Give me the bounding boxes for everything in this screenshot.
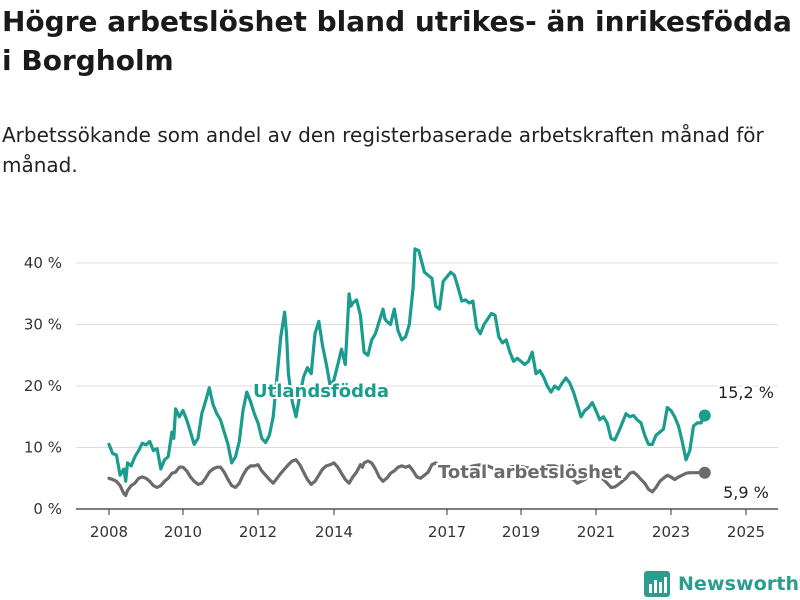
newsworthy-logo-icon	[644, 571, 670, 597]
grid-lines	[76, 262, 778, 510]
x-tick-label: 2021	[577, 523, 615, 541]
x-tick-label: 2014	[315, 523, 353, 541]
series-line-utlandsfödda	[107, 247, 707, 483]
x-tick-label: 2010	[164, 523, 202, 541]
x-tick-label: 2008	[90, 523, 128, 541]
chart-title: Högre arbetslöshet bland utrikes- än inr…	[2, 5, 792, 77]
end-value-label-total: 5,9 %	[723, 483, 769, 502]
y-tick-label: 0 %	[33, 500, 62, 518]
series-label-total-arbetsloshet: Total arbetslöshet	[438, 462, 622, 483]
y-tick-label: 20 %	[24, 377, 62, 395]
series-label-utlandsfodda: Utlandsfödda	[253, 381, 389, 402]
newsworthy-logo: Newsworthy	[644, 570, 800, 598]
brand-name: Newsworthy	[678, 573, 800, 595]
y-axis-tick-labels: 0 % 10 % 20 % 30 % 40 %	[24, 254, 62, 518]
series-end-dot-total-arbetslöshet	[698, 466, 711, 479]
y-tick-label: 10 %	[24, 439, 62, 457]
x-tick-label: 2019	[502, 523, 540, 541]
series-lines	[107, 247, 711, 498]
x-tick-label: 2012	[239, 523, 277, 541]
series-end-dot-utlandsfödda	[698, 409, 711, 422]
chart-subtitle: Arbetssökande som andel av den registerb…	[2, 123, 764, 177]
x-tick-label: 2017	[428, 523, 466, 541]
x-tick-label: 2025	[727, 523, 765, 541]
x-tick-label: 2023	[652, 523, 690, 541]
y-tick-label: 30 %	[24, 316, 62, 334]
series-labels: Utlandsfödda Total arbetslöshet 15,2 % 5,9 …	[251, 379, 776, 504]
end-value-label-utlandsfodda: 15,2 %	[718, 383, 774, 402]
series-line-total-arbetslöshet	[107, 458, 707, 498]
y-tick-label: 40 %	[24, 254, 62, 272]
x-axis-tick-labels: 2008 2010 2012 2014 2017 2019 2021 2023 2025	[90, 509, 765, 541]
